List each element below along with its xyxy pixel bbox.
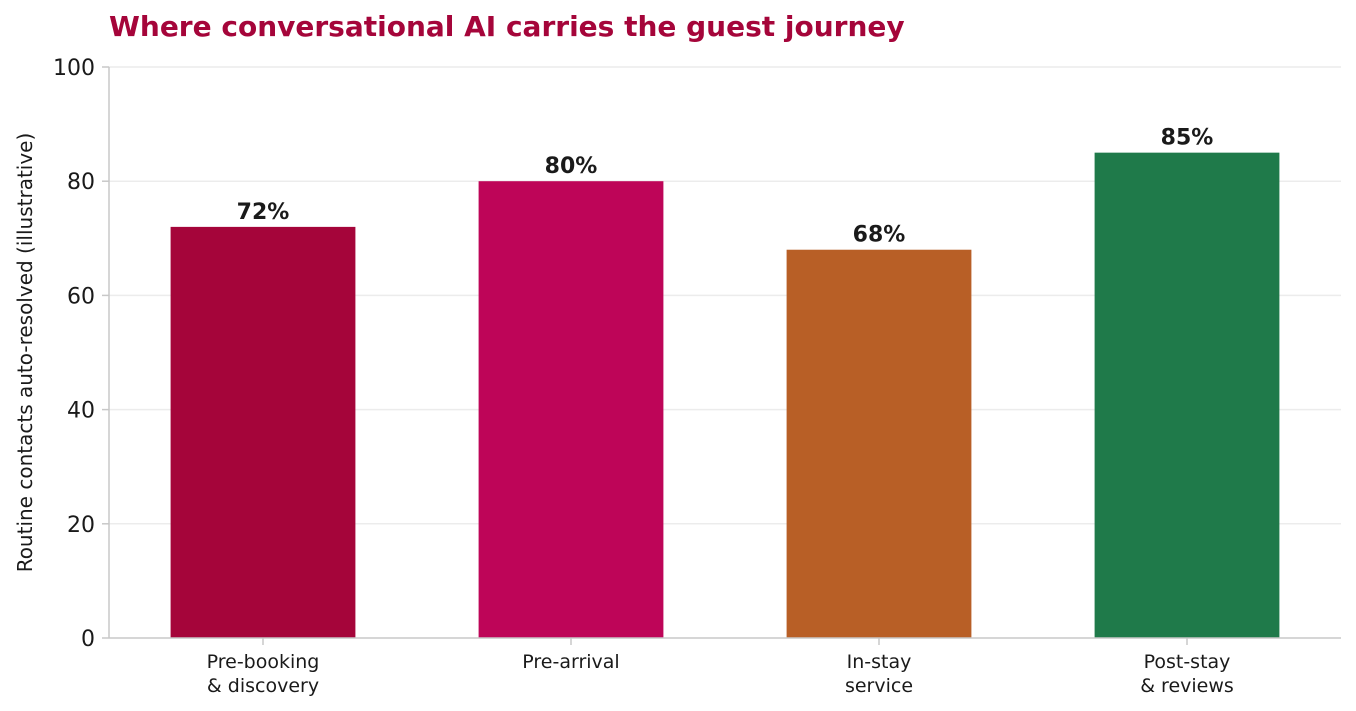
- y-tick-label: 80: [67, 170, 95, 195]
- y-tick-label: 20: [67, 513, 95, 538]
- value-labels: 72% 80% 68% 85%: [237, 126, 1214, 248]
- x-tick-label-line: Pre-booking: [207, 651, 320, 673]
- bar: [786, 249, 972, 638]
- y-tick-label: 0: [81, 627, 95, 652]
- bar: [1094, 152, 1280, 638]
- bar-value-label: 80%: [545, 154, 598, 179]
- x-tick-label-line: In-stay: [847, 651, 912, 673]
- y-tick-label: 100: [53, 56, 95, 81]
- bar-value-label: 68%: [853, 223, 906, 248]
- bar-value-label: 72%: [237, 200, 290, 225]
- y-ticks: 0 20 40 60 80 100: [53, 56, 109, 652]
- bar: [170, 226, 356, 638]
- chart-title: Where conversational AI carries the gues…: [109, 10, 905, 43]
- y-axis-title: Routine contacts auto-resolved (illustra…: [13, 133, 37, 573]
- y-tick-label: 40: [67, 399, 95, 424]
- x-tick-label: Pre-arrival: [522, 651, 619, 673]
- x-tick-label: Post-stay & reviews: [1140, 651, 1234, 697]
- bars: [170, 152, 1280, 638]
- x-tick-label-line: & reviews: [1140, 675, 1234, 697]
- bar-value-label: 85%: [1161, 126, 1214, 151]
- x-tick-label-line: & discovery: [207, 675, 319, 697]
- x-tick-label: In-stay service: [845, 651, 913, 697]
- axes: [108, 67, 1341, 639]
- x-tick-label-line: Post-stay: [1144, 651, 1231, 673]
- x-ticks: Pre-booking & discovery Pre-arrival In-stay…: [207, 638, 1234, 697]
- bar: [478, 181, 664, 638]
- x-tick-label: Pre-booking & discovery: [207, 651, 320, 697]
- x-tick-label-line: Pre-arrival: [522, 651, 619, 673]
- y-tick-label: 60: [67, 284, 95, 309]
- x-tick-label-line: service: [845, 675, 913, 697]
